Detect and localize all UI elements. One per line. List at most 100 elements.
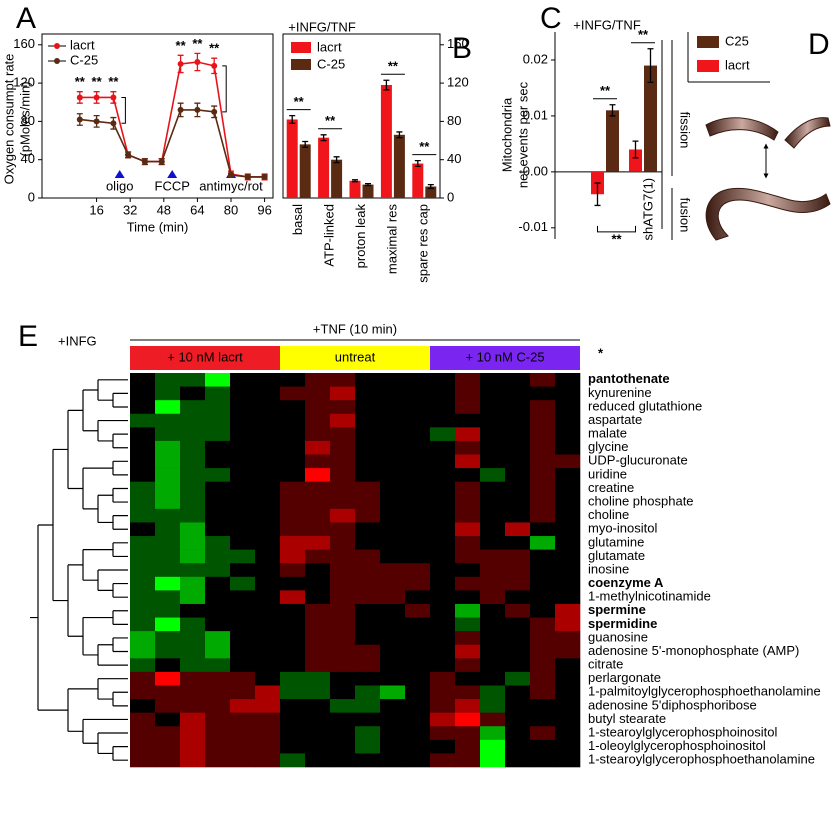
heatmap-cell [130, 427, 156, 442]
heatmap-cell [180, 712, 206, 727]
heatmap-cell [280, 508, 306, 523]
heatmap-cell [380, 658, 406, 673]
heatmap-cell [505, 726, 531, 741]
error-bar [647, 48, 654, 84]
row-label: 1-methylnicotinamide [588, 589, 711, 604]
row-label: adenosine 5'-monophosphate (AMP) [588, 643, 799, 658]
bar [380, 85, 392, 198]
heatmap-cell [480, 658, 506, 673]
data-point [177, 60, 184, 67]
heatmap-cell [530, 373, 556, 387]
heatmap-cell [330, 468, 356, 482]
heatmap-cell [505, 522, 531, 537]
heatmap-cell [355, 495, 381, 510]
heatmap-cell [480, 603, 506, 618]
heatmap-cell [330, 427, 356, 442]
heatmap-cell [130, 481, 156, 496]
heatmap-cell [355, 685, 381, 700]
heatmap-cell [555, 400, 581, 415]
heatmap-cell [530, 454, 556, 469]
data-point [261, 173, 268, 180]
x-tick-label: proton leak [353, 204, 368, 269]
heatmap-cell [130, 712, 156, 727]
heatmap-cell [180, 753, 206, 768]
heatmap-cell [330, 699, 356, 713]
heatmap-cell [180, 563, 206, 578]
heatmap-cell [330, 603, 356, 618]
row-label: myo-inositol [588, 521, 657, 536]
heatmap-cell [280, 699, 306, 713]
heatmap-cell [505, 576, 531, 591]
heatmap-cell [280, 739, 306, 754]
error-bar [289, 114, 296, 124]
heatmap-cell [430, 576, 456, 591]
heatmap-cell [280, 413, 306, 428]
heatmap-cell [155, 603, 181, 618]
heatmap-cell [480, 386, 506, 401]
y-axis-label: net events per sec [515, 81, 530, 188]
heatmap-cell [305, 739, 331, 754]
y-tick-label: 0 [447, 189, 454, 204]
heatmap-cell [205, 739, 231, 754]
heatmap-cell [530, 590, 556, 605]
heatmap-cell [280, 440, 306, 455]
row-label: coenzyme A [588, 575, 664, 590]
y-tick-label: 40 [447, 151, 461, 166]
heatmap-cell [530, 617, 556, 632]
heatmap-cell [505, 468, 531, 482]
heatmap-cell [255, 373, 281, 387]
heatmap-cell [530, 753, 556, 768]
significance: ** [600, 83, 611, 98]
plot-frame [282, 33, 441, 199]
heatmap-cell [130, 495, 156, 510]
heatmap-cell [530, 699, 556, 713]
heatmap-cell [330, 617, 356, 632]
legend-swatch [697, 60, 719, 72]
heatmap-cell [305, 454, 331, 469]
heatmap-cell [155, 440, 181, 455]
heatmap-cell [205, 549, 231, 564]
heatmap-cell [305, 658, 331, 673]
bar [393, 134, 405, 198]
heatmap-cell [430, 549, 456, 564]
heatmap-cell [505, 454, 531, 469]
heatmap-cell [330, 712, 356, 727]
heatmap-cell [530, 658, 556, 673]
heatmap-cell [305, 563, 331, 578]
heatmap-cell [255, 427, 281, 442]
heatmap-cell [555, 712, 581, 727]
heatmap-cell [330, 536, 356, 550]
heatmap-cell [255, 549, 281, 564]
heatmap-cell [430, 454, 456, 469]
legend-swatch [697, 36, 719, 48]
heatmap-cell [480, 373, 506, 387]
heatmap-cell [230, 699, 256, 713]
heatmap-cell [555, 603, 581, 618]
heatmap-cell [255, 644, 281, 659]
significance: ** [209, 41, 220, 56]
heatmap-cell [505, 563, 531, 578]
heatmap-cell [505, 658, 531, 673]
heatmap-cell [280, 671, 306, 686]
heatmap-cell [205, 536, 231, 550]
bar [644, 65, 657, 172]
heatmap-cell [405, 658, 431, 673]
heatmap-cell [405, 495, 431, 510]
heatmap-cell [180, 468, 206, 482]
y-tick-label: 160 [13, 36, 35, 51]
data-point [93, 118, 100, 125]
heatmap-cell [130, 699, 156, 713]
heatmap-cell [155, 726, 181, 741]
heatmap-cell [130, 631, 156, 646]
heatmap-cell [255, 481, 281, 496]
heatmap-cell [530, 481, 556, 496]
bar [606, 110, 619, 172]
heatmap-cell [530, 508, 556, 523]
row-label: perlargonate [588, 670, 661, 685]
heatmap-cell [505, 536, 531, 550]
heatmap-cell [230, 576, 256, 591]
heatmap-cell [255, 726, 281, 741]
error-bar [302, 140, 309, 148]
legend-label: C-25 [317, 56, 345, 71]
heatmap-cell [480, 576, 506, 591]
